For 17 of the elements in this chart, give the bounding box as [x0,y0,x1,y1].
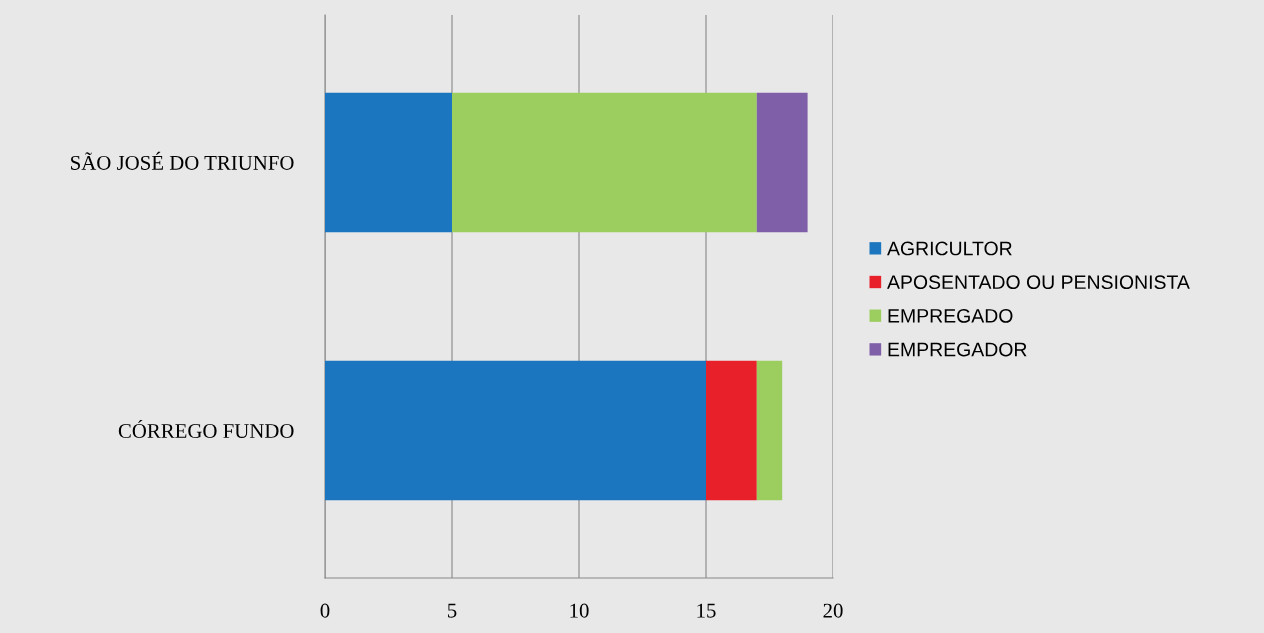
bar [756,360,783,501]
bar [325,360,706,501]
y-tick-label: CÓRREGO FUNDO [118,419,294,438]
bar [325,92,452,233]
x-tick-label: 20 [823,603,843,618]
x-tick-label: 5 [448,603,457,618]
bar [756,92,808,233]
x-tick-label: 0 [320,603,330,618]
legend-label: EMPREGADOR [888,342,1027,357]
x-tick-label: 10 [570,603,589,618]
y-tick-label: SÃO JOSÉ DO TRIUNFO [71,151,294,170]
bar [452,92,757,233]
legend-label: APOSENTADO OU PENSIONISTA [887,275,1190,290]
x-tick-label: 15 [697,603,716,618]
legend-label: EMPREGADO [888,308,1013,323]
legend-label: AGRICULTOR [887,241,1012,256]
bar [706,360,757,501]
